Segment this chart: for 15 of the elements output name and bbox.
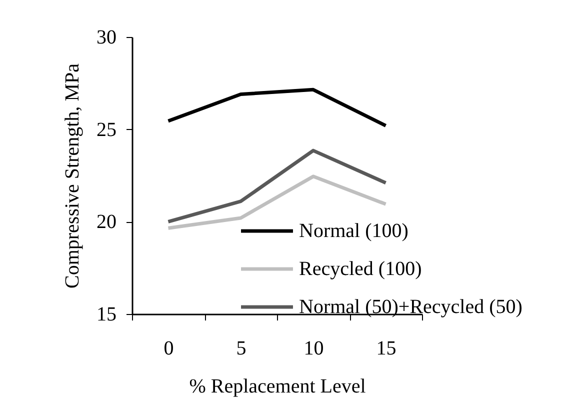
x-tick-label: 0 — [164, 338, 174, 360]
y-tick-label: 25 — [96, 118, 116, 141]
x-tick-label: 15 — [376, 338, 396, 360]
legend-label: Recycled (100) — [299, 258, 422, 280]
x-tick-label: 5 — [236, 338, 246, 360]
y-tick-label: 20 — [96, 211, 116, 234]
line-series — [166, 148, 388, 224]
y-tick-label: 15 — [96, 304, 116, 326]
legend-label: Normal (50)+Recycled (50) — [299, 296, 522, 318]
line-series — [166, 88, 388, 128]
x-tick-label: 10 — [304, 338, 324, 360]
legend-label: Normal (100) — [299, 220, 408, 242]
y-tick-label: 30 — [96, 26, 116, 48]
y-axis-title: Compressive Strength, MPa — [62, 63, 84, 288]
x-axis-title: % Replacement Level — [189, 376, 366, 398]
